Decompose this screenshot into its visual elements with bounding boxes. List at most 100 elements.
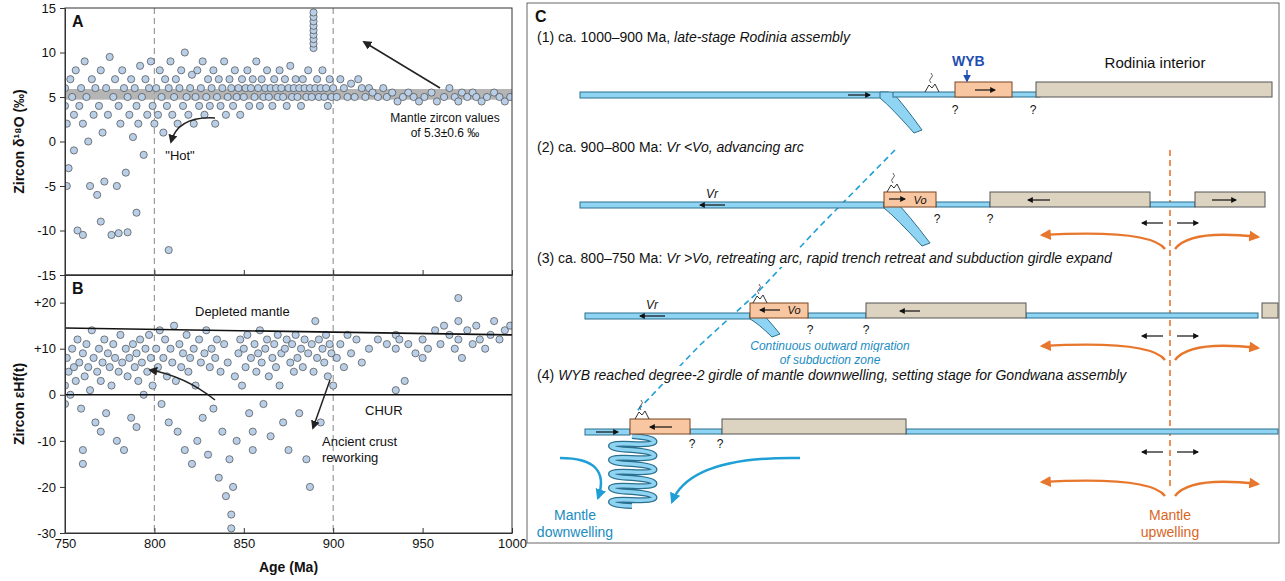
data-point: [507, 93, 512, 100]
data-point: [249, 428, 256, 435]
data-point: [476, 336, 483, 343]
tick-label: -10: [37, 223, 56, 238]
data-point: [281, 76, 288, 83]
data-point: [72, 67, 79, 74]
data-point: [215, 76, 222, 83]
axis-title: Age (Ma): [259, 559, 318, 575]
data-point: [333, 93, 340, 100]
uncertain-mark: ?: [689, 437, 696, 451]
rodinia-block: [990, 192, 1150, 207]
tick: -20: [37, 480, 65, 495]
data-point: [305, 350, 312, 357]
data-point: [287, 62, 294, 69]
data-point: [77, 85, 84, 92]
uncertain-mark: ?: [717, 437, 724, 451]
data-point: [187, 85, 194, 92]
data-point: [83, 93, 90, 100]
data-point: [244, 331, 251, 338]
motion-arrow: [1177, 335, 1198, 336]
data-point: [147, 58, 154, 65]
text-ground: [535, 366, 1129, 384]
tick: [333, 270, 334, 275]
volcanic-plume: [640, 400, 643, 410]
data-point: [310, 368, 317, 375]
data-point: [206, 102, 213, 109]
data-point: [187, 354, 194, 361]
text-ground: [748, 338, 912, 354]
data-point: [212, 120, 219, 127]
motion-arrow: [640, 315, 665, 316]
data-point: [221, 58, 228, 65]
upwelling-label: upwelling: [1141, 524, 1199, 540]
data-point: [140, 151, 147, 158]
data-point: [340, 85, 347, 92]
data-point: [174, 428, 181, 435]
data-point: [255, 85, 262, 92]
data-point: [446, 85, 453, 92]
data-point: [258, 359, 265, 366]
data-point: [221, 341, 228, 348]
data-point: [244, 67, 251, 74]
data-point: [294, 93, 301, 100]
tick-label: 950: [412, 536, 434, 551]
data-point: [86, 387, 93, 394]
axis-line: [65, 9, 66, 276]
data-point: [99, 359, 106, 366]
data-point: [110, 93, 117, 100]
data-point: [374, 336, 381, 343]
data-point: [85, 364, 92, 371]
data-point: [353, 336, 360, 343]
tick: 850: [233, 528, 255, 551]
rodinia-block: [1036, 82, 1272, 97]
subducting-slab: [880, 92, 922, 133]
data-point: [119, 67, 126, 74]
data-point: [183, 93, 190, 100]
tick-label: +10: [34, 341, 56, 356]
tick: -15: [37, 268, 65, 283]
data-point: [204, 76, 211, 83]
tick-mark: [60, 231, 65, 232]
data-point: [330, 85, 337, 92]
data-point: [358, 85, 365, 92]
uncertain-mark: ?: [863, 323, 870, 337]
data-point: [158, 93, 165, 100]
data-point: [401, 377, 408, 384]
data-point: [219, 428, 226, 435]
y-axis: -15-10-5051015: [37, 1, 65, 283]
migration-text: Continuous outward migration: [750, 339, 910, 353]
data-point: [81, 58, 88, 65]
data-point: [122, 169, 129, 176]
data-point: [321, 359, 328, 366]
data-point: [421, 93, 428, 100]
data-point: [260, 400, 267, 407]
subducting-slab: [884, 202, 930, 246]
data-point: [142, 76, 149, 83]
data-point: [126, 111, 133, 118]
wyb-block: [884, 192, 936, 207]
data-point: [92, 419, 99, 426]
data-point: [222, 111, 229, 118]
stage-description: late-stage Rodinia assembly: [674, 29, 851, 45]
tick-label: 0: [49, 134, 56, 149]
motion-arrow: [650, 426, 672, 427]
data-point: [229, 483, 236, 490]
data-point: [113, 182, 120, 189]
data-point: [106, 364, 113, 371]
data-point: [133, 102, 140, 109]
data-point: [265, 93, 272, 100]
data-point: [296, 410, 303, 417]
data-point: [185, 368, 192, 375]
data-point: [138, 93, 145, 100]
data-point: [170, 322, 177, 329]
data-point: [153, 85, 160, 92]
plot-area: [65, 8, 512, 275]
tick-mark: [60, 53, 65, 54]
motion-arrow: [1142, 451, 1163, 452]
data-point: [238, 382, 245, 389]
data-point: [424, 345, 431, 352]
axis-line: [65, 276, 66, 534]
tick-label: 850: [233, 536, 255, 551]
data-point: [217, 102, 224, 109]
data-point: [108, 382, 115, 389]
tick-mark: [60, 275, 65, 276]
